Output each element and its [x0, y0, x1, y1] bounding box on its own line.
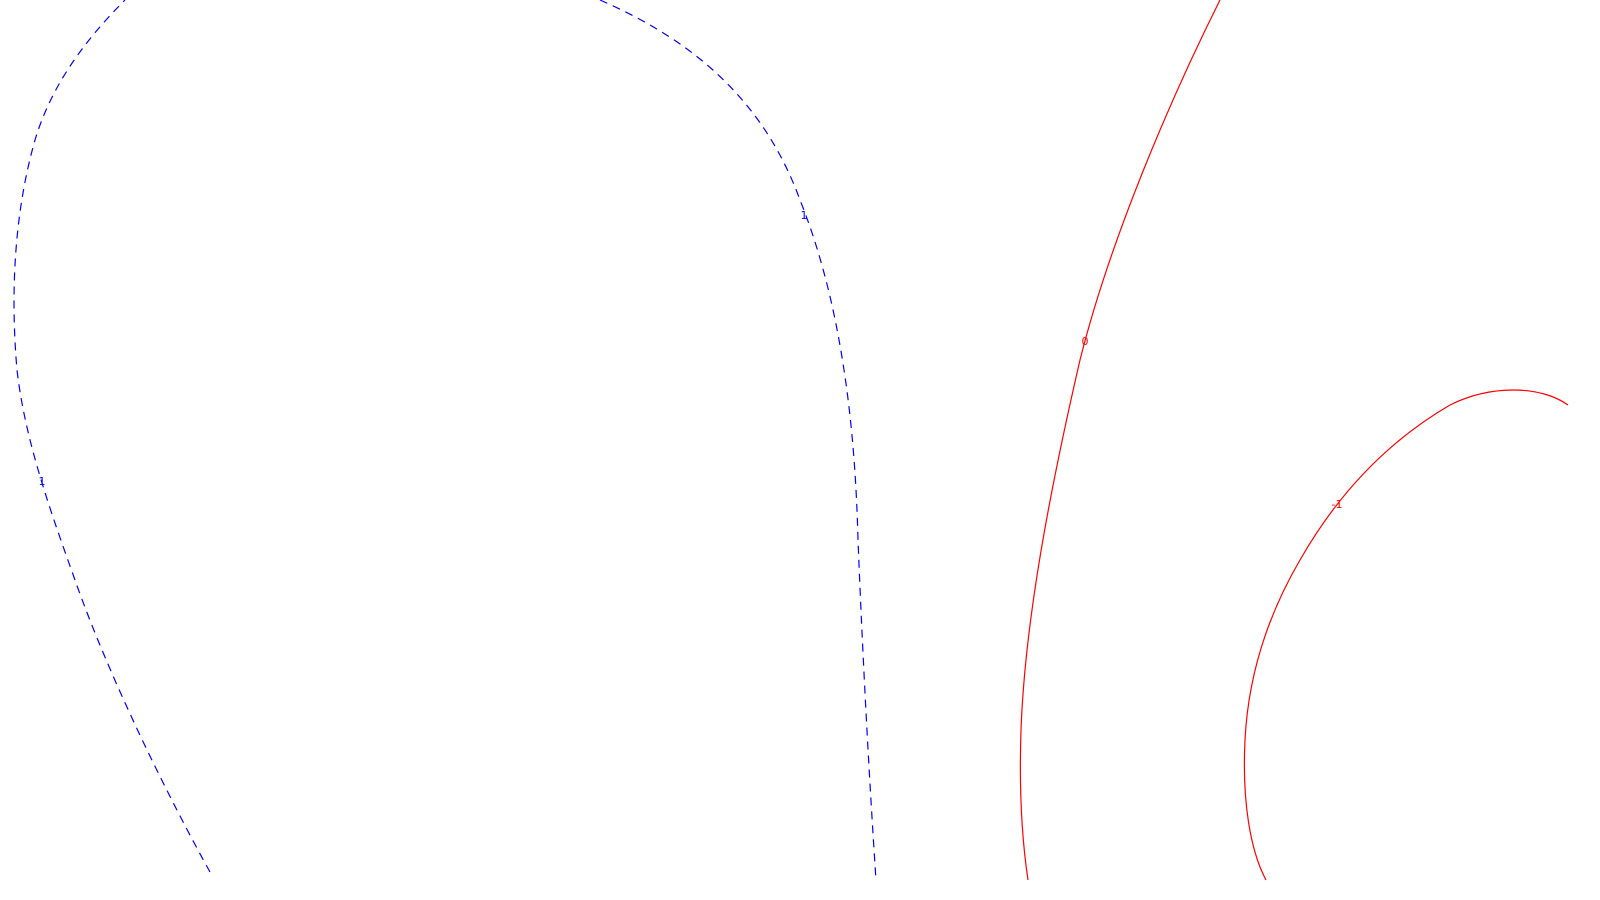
contour-line-level-1	[599, 0, 877, 881]
contour-label-level-1: 1	[39, 475, 46, 488]
contour-line-level-minus-1	[1243, 389, 1569, 881]
contour-line-level-1	[13, 0, 211, 873]
contour-label-level-0: 0	[1082, 335, 1089, 348]
contour-label-level-minus-1: -1	[1332, 498, 1343, 511]
contour-label-level-1: 1	[801, 209, 808, 222]
contour-line-level-0	[1019, 0, 1221, 881]
